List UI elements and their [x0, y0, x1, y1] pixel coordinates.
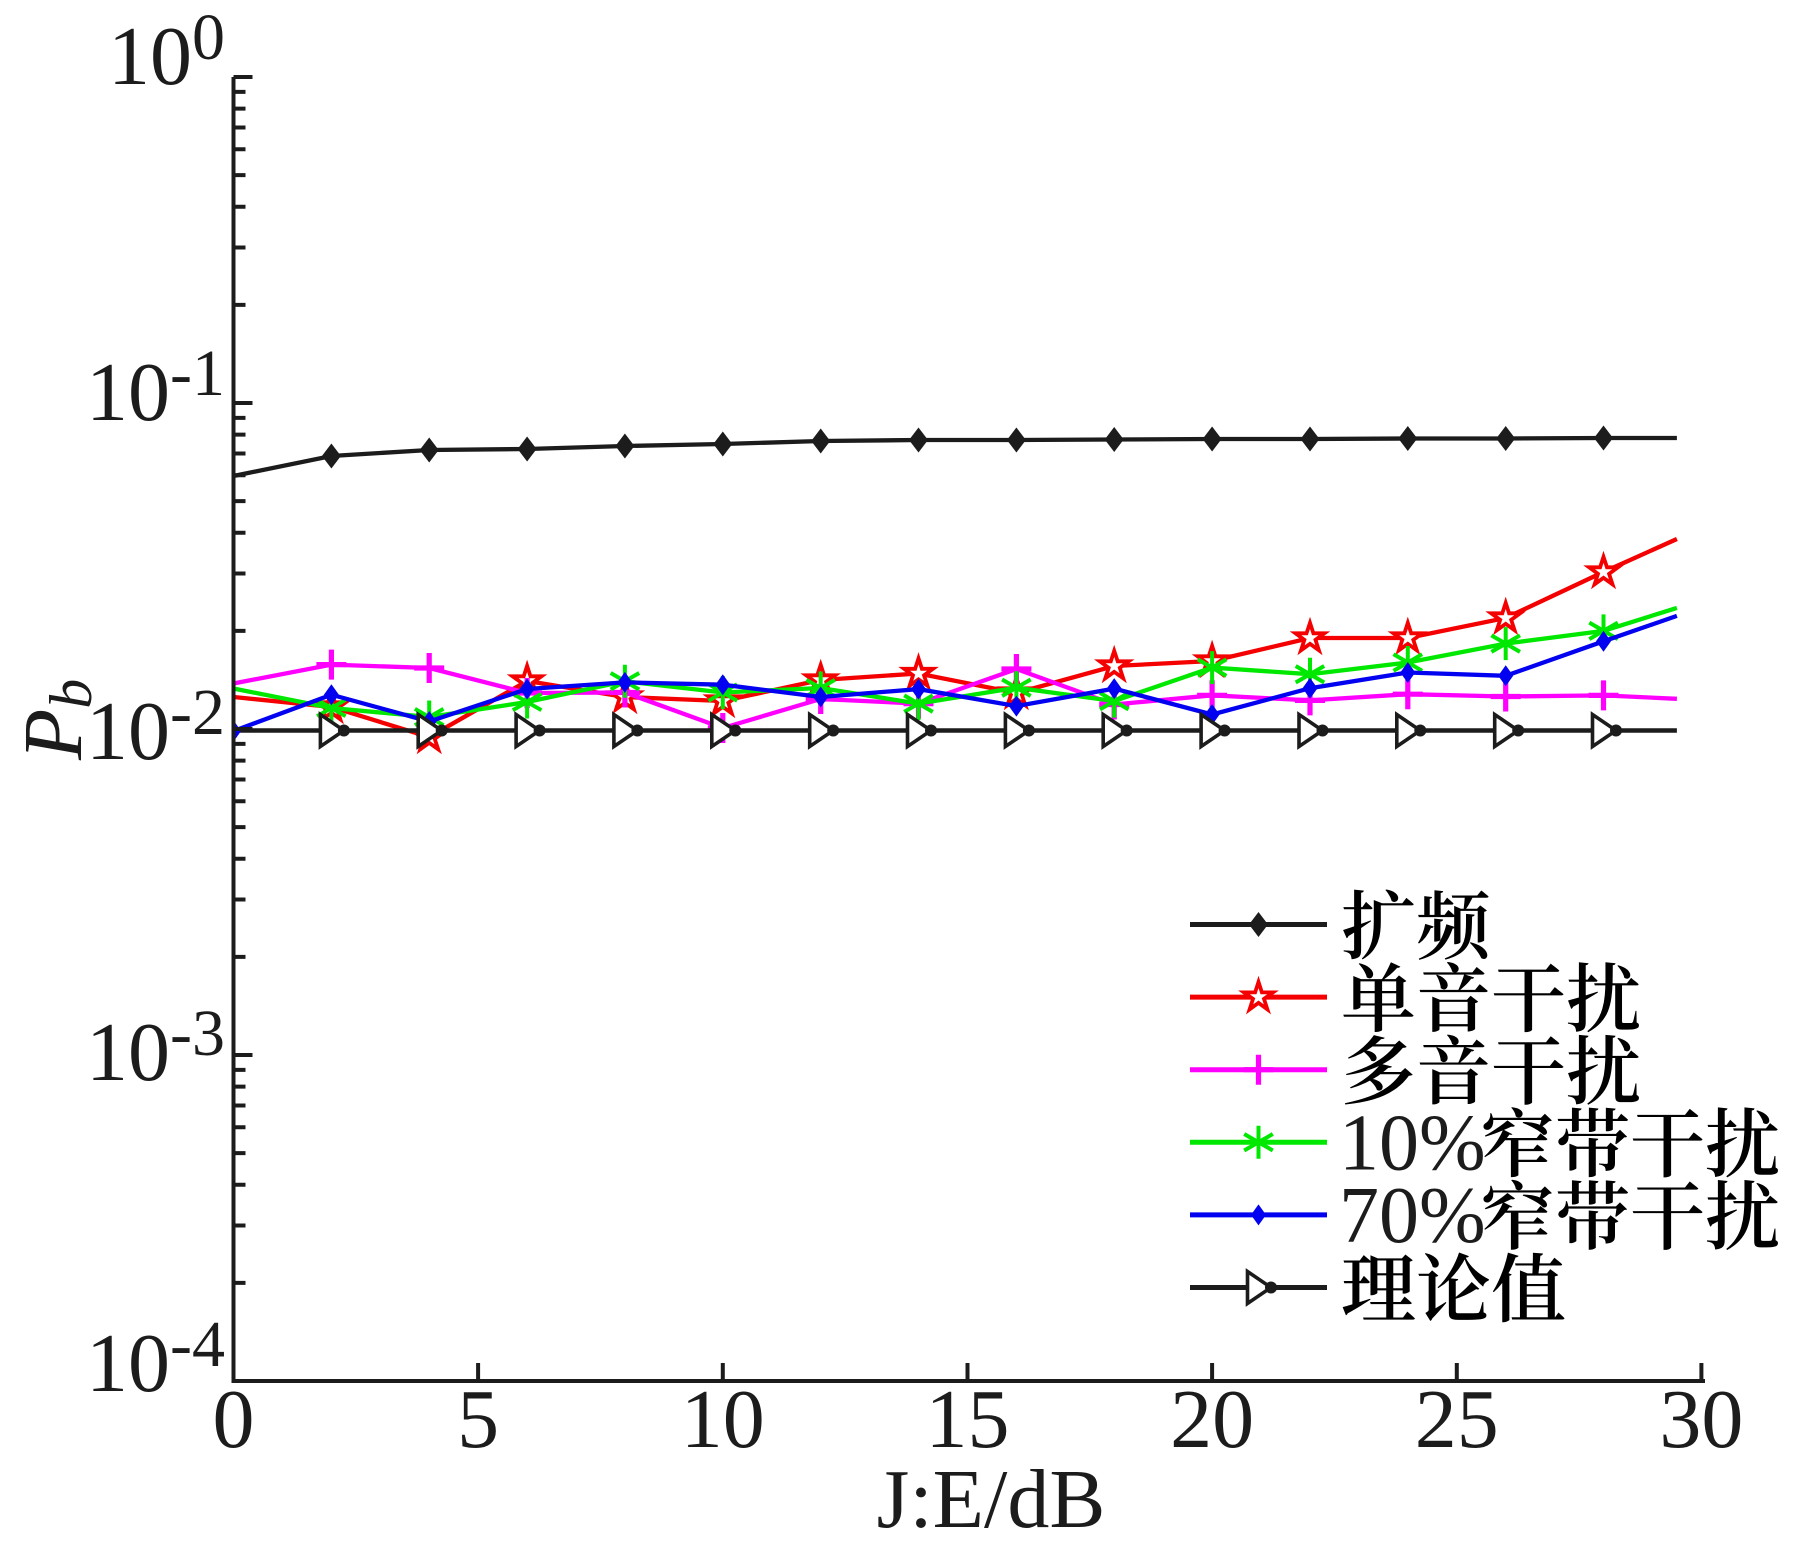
- svg-text:J:E/dB: J:E/dB: [877, 1453, 1106, 1546]
- svg-text:5: 5: [457, 1373, 499, 1466]
- svg-text:70%: 70%: [1339, 1172, 1486, 1260]
- svg-text:10: 10: [681, 1373, 765, 1466]
- svg-text:10%: 10%: [1339, 1099, 1486, 1187]
- svg-text:30: 30: [1659, 1373, 1743, 1466]
- svg-text:25: 25: [1415, 1373, 1499, 1466]
- svg-text:Pb: Pb: [7, 679, 104, 761]
- svg-text:0: 0: [213, 1373, 255, 1466]
- svg-text:10-4: 10-4: [86, 1308, 225, 1410]
- svg-text:15: 15: [926, 1373, 1010, 1466]
- svg-text:20: 20: [1170, 1373, 1254, 1466]
